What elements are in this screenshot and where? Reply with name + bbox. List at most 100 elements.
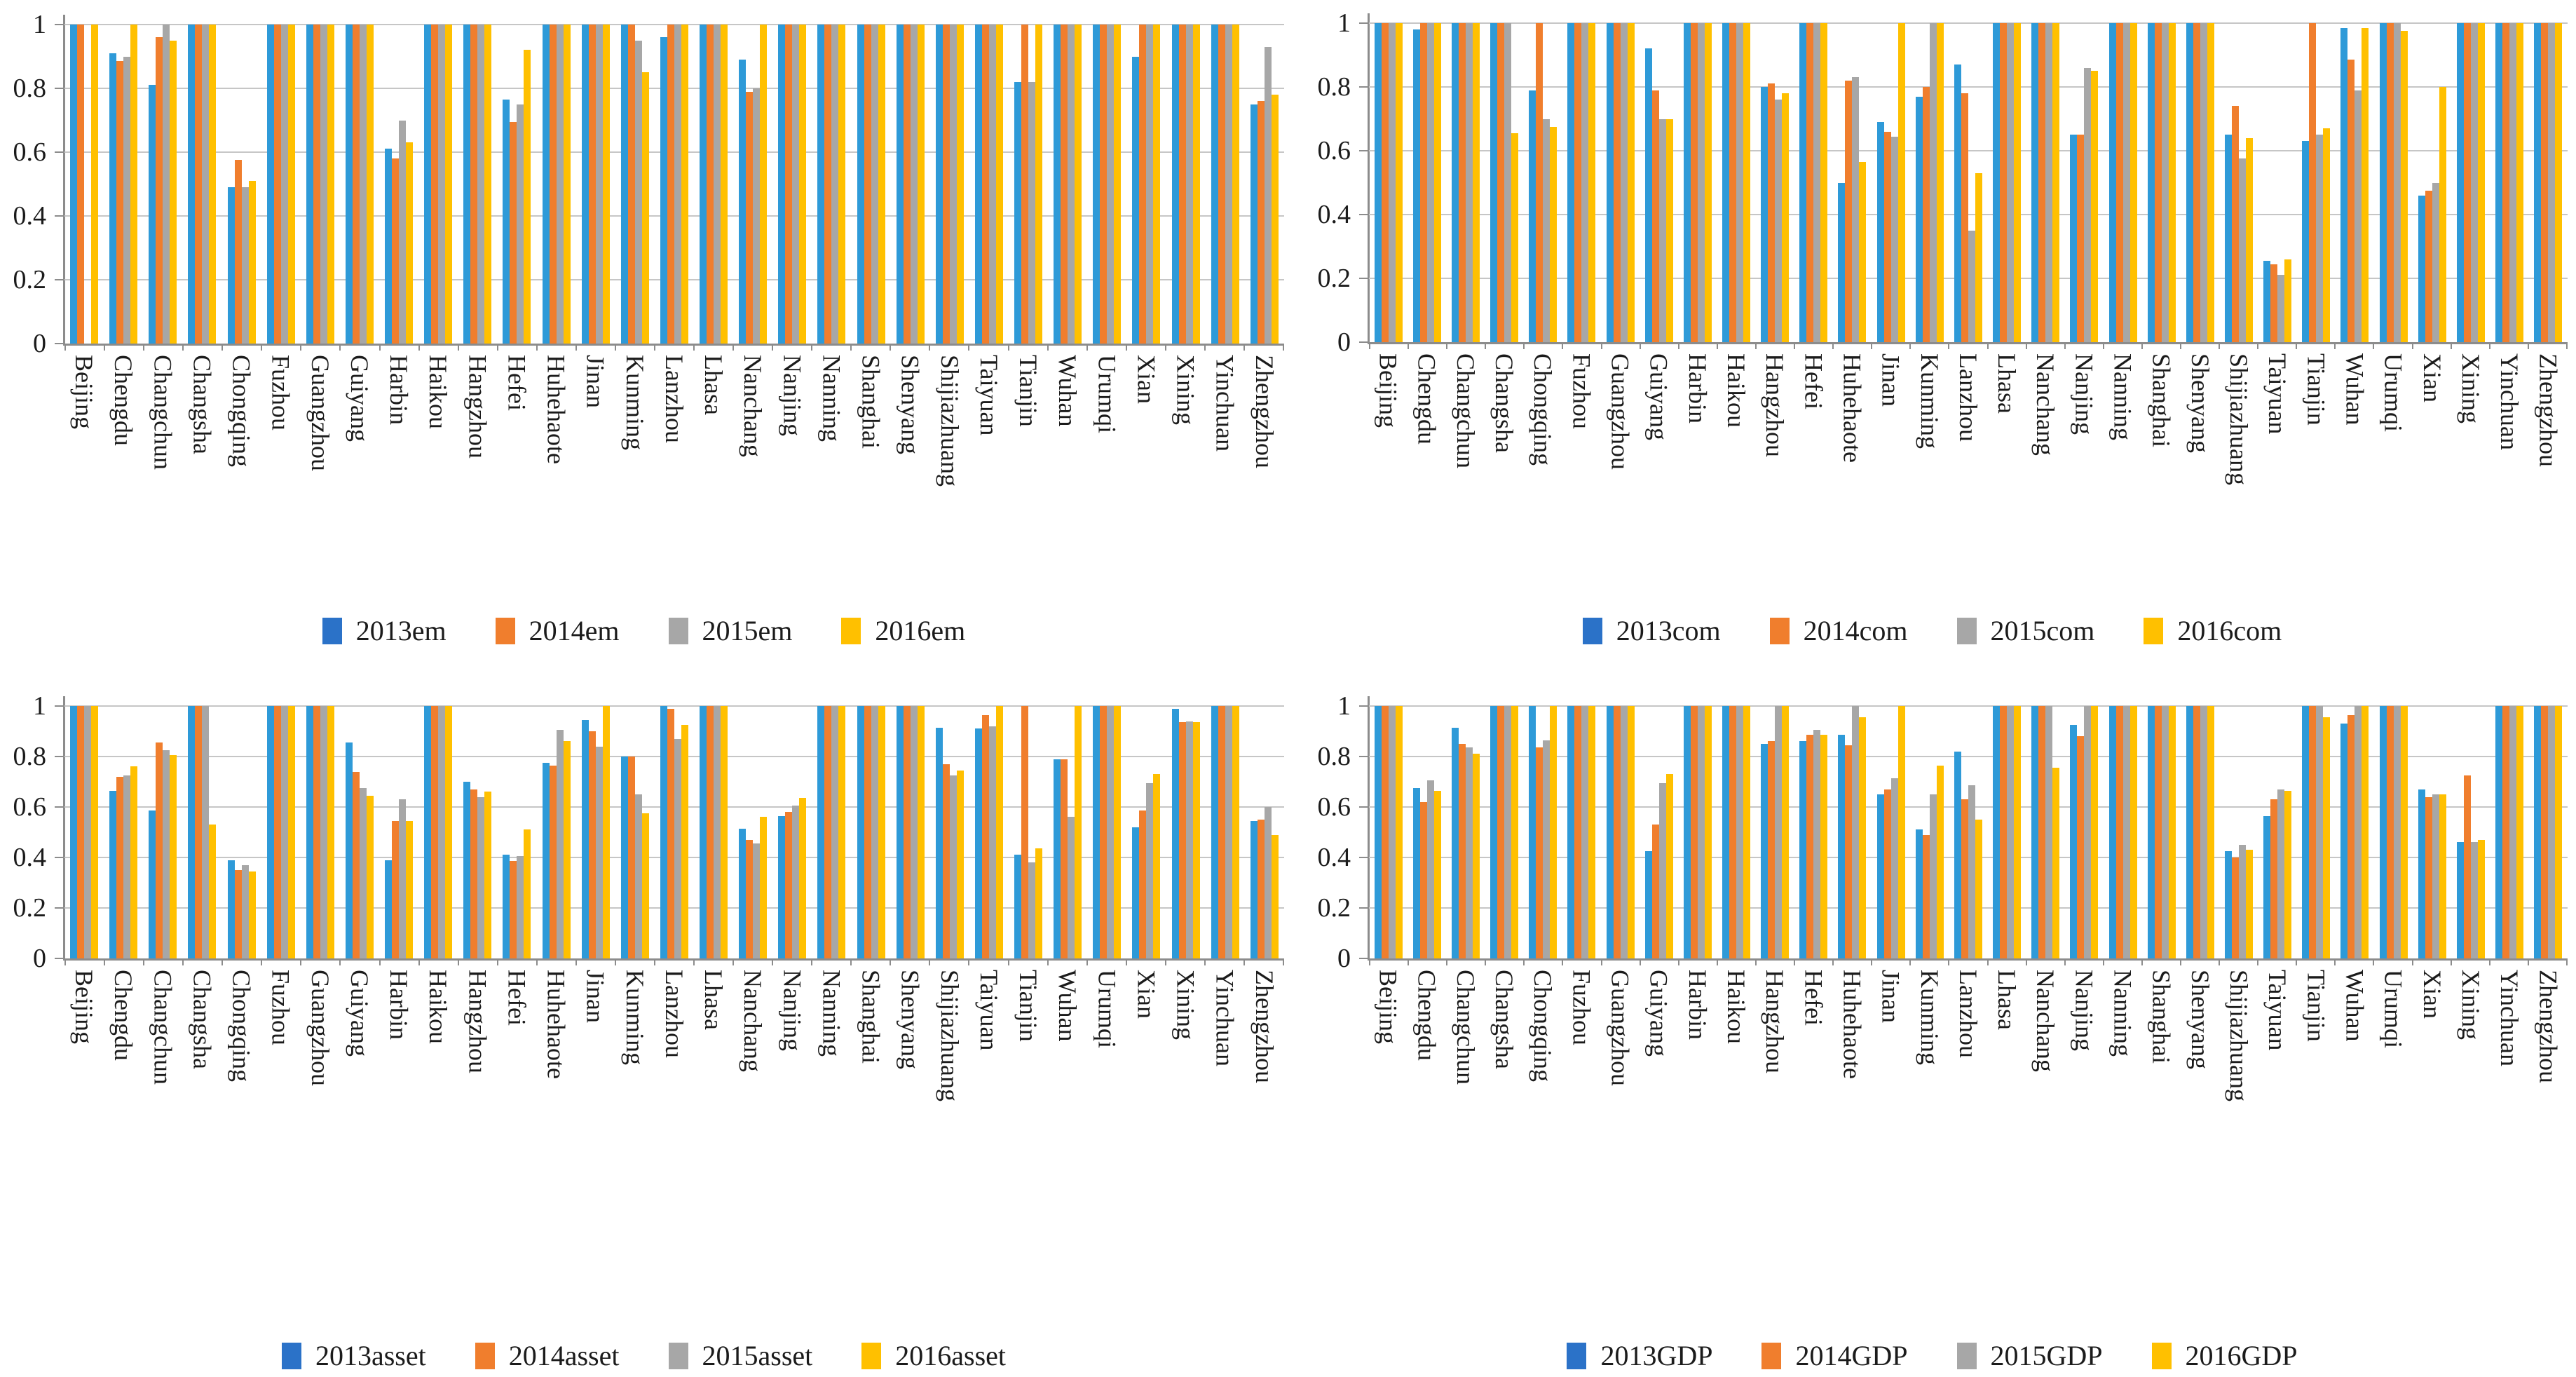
bar-2013GDP-Jinan [1876, 794, 1884, 958]
bar-2015GDP-Nanchang [2045, 706, 2053, 958]
bar-2015com-Wuhan [2354, 90, 2362, 342]
legend-item-2015com: 2015com [1956, 617, 2094, 645]
bar-group-Beijing [1369, 706, 1408, 958]
x-tick-cell-Beijing [64, 958, 106, 965]
x-tick-cell-Hefei [498, 958, 538, 965]
bar-2014em-Wuhan [1061, 25, 1068, 344]
x-label-text-Hefei: Hefei [503, 355, 531, 411]
bar-group-Hefei [497, 706, 536, 958]
bar-2013em-Nanning [817, 25, 825, 344]
x-label-text-Jinan: Jinan [581, 355, 610, 408]
x-label-Urumqi: Urumqi [1087, 970, 1126, 1101]
bar-2016em-Fuzhou [287, 25, 295, 344]
bar-2016asset-Changsha [209, 825, 217, 958]
bar-group-Haikou [1717, 706, 1755, 958]
x-label-text-Fuzhou: Fuzhou [266, 355, 295, 430]
bar-group-Wuhan [2336, 706, 2374, 958]
bar-2013asset-Xian [1132, 827, 1140, 958]
y-tick-mark-0.6 [55, 806, 64, 808]
bar-2014em-Zhengzhou [1257, 101, 1265, 344]
bar-2015em-Harbin [399, 120, 407, 344]
y-axis-tick-label: 0.6 [13, 792, 47, 822]
bar-group-Urumqi [1087, 706, 1126, 958]
bar-2013com-Taiyuan [2263, 260, 2271, 342]
bar-2013asset-Taiyuan [974, 728, 982, 958]
bar-2014asset-Shanghai [864, 706, 871, 958]
bar-2014GDP-Changchun [1458, 744, 1466, 958]
legend-item-2016GDP: 2016GDP [2151, 1342, 2298, 1370]
bar-2016asset-Shijiazhuang [956, 770, 964, 958]
bar-2015asset-Guangzhou [320, 706, 327, 958]
bar-group-Guangzhou [301, 25, 340, 344]
legend-item-2013com: 2013com [1582, 617, 1721, 645]
bar-2014em-Hefei [510, 121, 517, 344]
x-label-text-Nanning: Nanning [817, 970, 846, 1057]
bar-2016GDP-Guangzhou [1627, 706, 1635, 958]
gridline-y-0.4 [1369, 214, 2568, 215]
bar-2015GDP-Fuzhou [1581, 706, 1589, 958]
bar-2015GDP-Jinan [1890, 778, 1898, 958]
bar-group-Xian [1126, 25, 1166, 344]
x-label-Hangzhou: Hangzhou [458, 355, 497, 487]
x-label-text-Guiyang: Guiyang [1644, 970, 1673, 1057]
bar-2015asset-Nanchang [753, 843, 761, 958]
bar-2013GDP-Kunming [1915, 829, 1923, 958]
x-label-text-Jinan: Jinan [1876, 970, 1905, 1023]
x-label-Nanning: Nanning [2104, 353, 2142, 485]
bar-group-Jinan [1872, 706, 1910, 958]
x-label-text-Changsha: Changsha [1490, 353, 1519, 453]
x-label-text-Nanjing: Nanjing [778, 355, 807, 436]
bar-2013em-Changsha [188, 25, 196, 344]
bar-group-Fuzhou [1562, 23, 1601, 342]
x-label-Yinchuan: Yinchuan [1206, 355, 1245, 487]
bar-2015com-Yinchuan [2509, 23, 2517, 342]
bar-group-Lanzhou [1949, 23, 1987, 342]
legend-label-2015em: 2015em [702, 615, 793, 646]
bar-2016com-Shenyang [2207, 23, 2214, 342]
x-label-Xining: Xining [1166, 970, 1206, 1101]
bar-2015em-Chongqing [241, 187, 249, 344]
bar-2016GDP-Hangzhou [1782, 706, 1790, 958]
bar-2016com-Yinchuan [2516, 23, 2524, 342]
x-label-Lhasa: Lhasa [1988, 970, 2026, 1101]
x-label-Kunming: Kunming [615, 355, 655, 487]
y-tick-mark-0.8 [55, 756, 64, 757]
bar-2013asset-Hangzhou [463, 782, 471, 958]
x-label-Lhasa: Lhasa [1988, 353, 2026, 485]
legend-swatch-2015asset [668, 1343, 688, 1369]
x-label-text-Chongqing: Chongqing [227, 355, 256, 468]
bar-2015GDP-Wuhan [2354, 706, 2362, 958]
x-tick-cell-Changchun [1447, 958, 1487, 965]
bar-2015com-Hangzhou [1775, 100, 1783, 342]
x-tick-cell-Harbin [1679, 958, 1718, 965]
x-axis-labels: Beijing Chengdu Changchun Changsha Chongqing… [64, 355, 1284, 487]
bar-group-Shijiazhuang [2219, 706, 2258, 958]
x-label-text-Changchun: Changchun [149, 970, 177, 1085]
x-label-Tianjin: Tianjin [1009, 970, 1048, 1101]
bar-group-Wuhan [1048, 706, 1087, 958]
bar-2014em-Haikou [431, 25, 439, 344]
x-tick-cell-Huhehaote [538, 344, 577, 351]
bar-2014asset-Chongqing [234, 870, 242, 958]
bar-2013GDP-Lanzhou [1954, 751, 1961, 958]
bar-group-Haikou [418, 25, 458, 344]
x-tick-cell-Fuzhou [1563, 342, 1602, 349]
bar-2015em-Kunming [634, 40, 642, 344]
legend-label-2014GDP: 2014GDP [1795, 1340, 1908, 1371]
legend-item-2015asset: 2015asset [668, 1342, 812, 1370]
bar-group-Nanning [812, 706, 851, 958]
x-tick-cell-Zhengzhou [1245, 344, 1284, 351]
bar-2014com-Taiyuan [2270, 264, 2278, 342]
x-label-text-Xining: Xining [2456, 353, 2485, 424]
bar-2014com-Xining [2463, 23, 2471, 342]
x-label-Haikou: Haikou [418, 355, 458, 487]
bar-2014GDP-Kunming [1922, 834, 1930, 958]
bar-2014asset-Huhehaote [549, 765, 557, 958]
gridline-y-1 [64, 705, 1284, 707]
bar-2013em-Nanchang [739, 60, 747, 344]
bar-2013com-Changsha [1490, 23, 1498, 342]
bar-2015em-Urumqi [1107, 25, 1115, 344]
x-label-text-Chengdu: Chengdu [109, 355, 138, 446]
x-label-Lanzhou: Lanzhou [655, 355, 694, 487]
x-tick-cell-Lanzhou [655, 958, 695, 965]
